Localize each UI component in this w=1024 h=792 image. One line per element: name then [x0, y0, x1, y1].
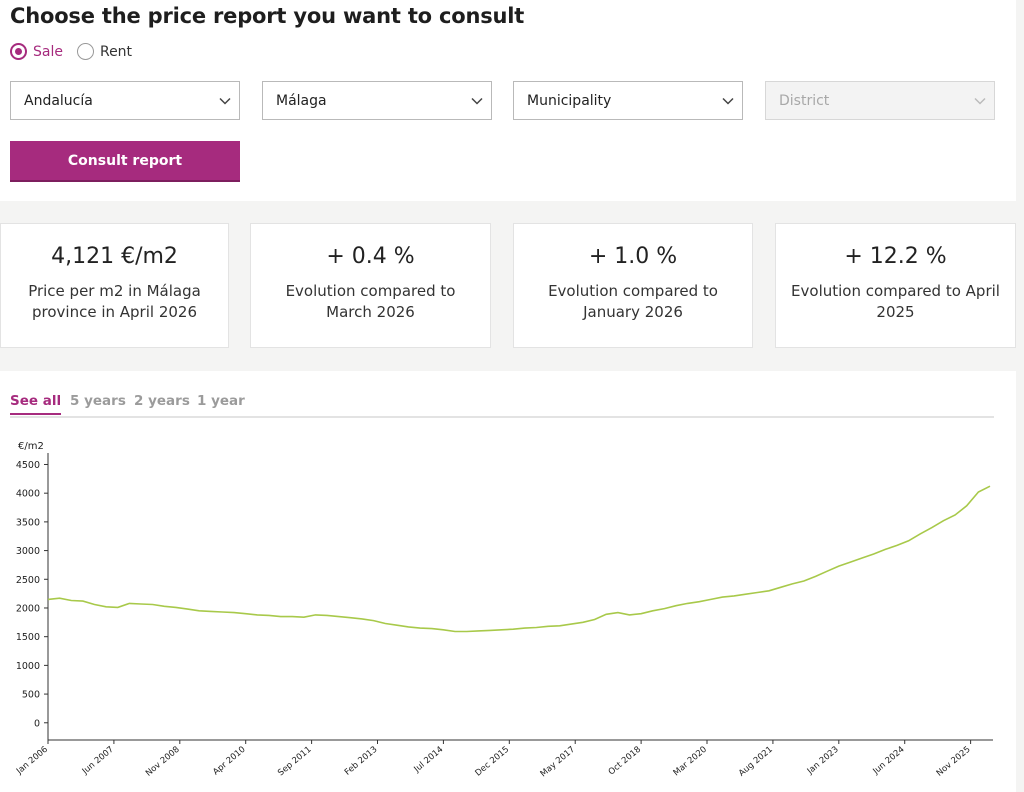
stat-description: Evolution compared to January 2026	[548, 282, 718, 321]
x-tick-label: Feb 2013	[343, 745, 380, 778]
page-title: Choose the price report you want to cons…	[10, 4, 525, 28]
y-tick-label: 1000	[16, 661, 40, 672]
chevron-down-icon	[974, 97, 986, 105]
level-select-value: Municipality	[527, 92, 612, 109]
region-select-value: Andalucía	[24, 92, 93, 109]
district-select: District	[765, 81, 995, 120]
stat-description: Price per m2 in Málaga province in April…	[28, 282, 201, 321]
y-axis-title: €/m2	[18, 441, 44, 452]
stat-card-price: 4,121 €/m2 Price per m2 in Málaga provin…	[0, 223, 229, 348]
y-tick-label: 3500	[16, 517, 40, 528]
x-tick-label: Jun 2007	[80, 745, 116, 777]
operation-radio-group: Sale Rent	[10, 43, 146, 60]
x-tick-label: Nov 2025	[935, 745, 973, 779]
stat-value: + 0.4 %	[326, 244, 415, 269]
stat-card-quarterly: + 1.0 % Evolution compared to January 20…	[513, 223, 753, 348]
rent-radio-label: Rent	[99, 43, 133, 60]
district-select-placeholder: District	[779, 92, 830, 109]
x-tick-label: Nov 2008	[144, 745, 182, 779]
y-tick-label: 4500	[16, 460, 40, 471]
x-tick-label: Jan 2023	[805, 745, 841, 777]
radio-unselected-icon	[76, 43, 94, 60]
radio-selected-icon	[10, 43, 27, 60]
province-select-value: Málaga	[276, 92, 327, 109]
price-series-line	[47, 485, 991, 633]
stat-description: Evolution compared to April 2025	[791, 282, 1000, 321]
x-tick-label: Jun 2024	[871, 745, 907, 777]
x-tick-label: Aug 2021	[737, 745, 775, 779]
sale-radio[interactable]: Sale	[10, 43, 63, 60]
x-tick-label: Jul 2014	[412, 745, 446, 776]
x-tick-label: Dec 2015	[474, 745, 512, 779]
y-tick-label: 3000	[16, 546, 40, 557]
sale-radio-label: Sale	[33, 43, 63, 60]
stat-value: 4,121 €/m2	[51, 244, 178, 269]
y-tick-label: 2000	[16, 603, 40, 614]
stat-value: + 12.2 %	[844, 244, 947, 269]
y-tick-label: 0	[34, 718, 40, 729]
x-tick-label: Jan 2006	[14, 745, 50, 777]
tab-2-years[interactable]: 2 years	[134, 393, 190, 409]
tab-5-years[interactable]: 5 years	[70, 393, 126, 409]
chevron-down-icon	[471, 97, 483, 105]
region-select[interactable]: Andalucía	[10, 81, 240, 120]
tab-1-year[interactable]: 1 year	[197, 393, 245, 409]
chart-panel: See all 5 years 2 years 1 year €/m2 0 500…	[0, 371, 1016, 792]
period-tabs: See all 5 years 2 years 1 year	[10, 393, 994, 418]
x-tick-label: Apr 2010	[211, 745, 247, 778]
stat-card-monthly: + 0.4 % Evolution compared to March 2026	[250, 223, 491, 348]
consult-report-button[interactable]: Consult report	[10, 141, 240, 180]
stat-card-yearly: + 12.2 % Evolution compared to April 202…	[775, 223, 1016, 348]
tab-see-all[interactable]: See all	[10, 393, 62, 415]
stat-value: + 1.0 %	[588, 244, 678, 269]
y-tick-label: 1500	[16, 632, 40, 643]
y-tick-label: 4000	[16, 489, 40, 500]
x-tick-label: Sep 2011	[276, 745, 313, 779]
stat-description: Evolution compared to March 2026	[285, 282, 456, 321]
level-select[interactable]: Municipality	[513, 81, 743, 120]
rent-radio[interactable]: Rent	[76, 43, 133, 60]
y-tick-label: 2500	[16, 575, 40, 586]
x-tick-label: Oct 2018	[607, 745, 643, 778]
chevron-down-icon	[219, 97, 231, 105]
x-tick-label: Mar 2020	[672, 745, 709, 779]
x-tick-label: May 2017	[539, 745, 578, 780]
report-form-panel: Choose the price report you want to cons…	[0, 0, 1016, 201]
province-select[interactable]: Málaga	[262, 81, 492, 120]
chevron-down-icon	[722, 97, 734, 105]
price-evolution-chart: €/m2 0 500 1000 1500 2000 2500 3000 3500 4000 450…	[14, 441, 993, 780]
y-tick-label: 500	[22, 690, 40, 701]
